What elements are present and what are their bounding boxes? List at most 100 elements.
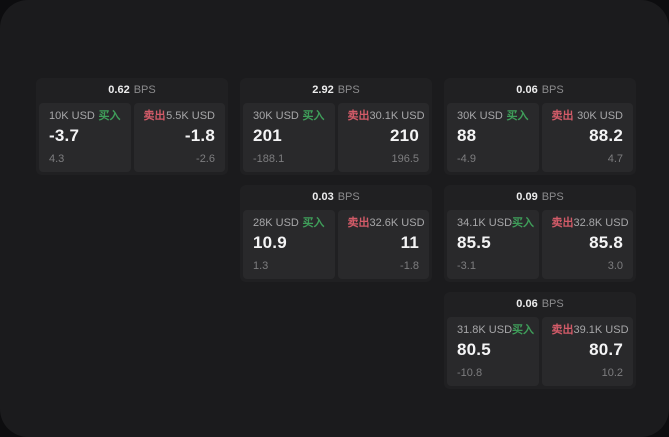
buy-sell-panels: 31.8K USD 买入 80.5 -10.8 卖出 39.1K USD 80.…	[447, 317, 633, 386]
sell-panel-top: 卖出 32.6K USD	[347, 217, 425, 229]
buy-delta: 4.3	[49, 153, 65, 165]
sell-panel-top: 卖出 30K USD	[552, 111, 624, 122]
sell-delta: 196.5	[391, 153, 419, 165]
buy-side-label: 买入	[512, 324, 535, 336]
buy-sell-panels: 28K USD 买入 10.9 1.3 卖出 32.6K USD 11 -1.8	[243, 210, 429, 279]
bps-unit-label: BPS	[541, 84, 564, 96]
quote-card-1: 0.62 BPS 10K USD 买入 -3.7 4.3 卖出 5.5K USD	[36, 78, 228, 175]
sell-panel[interactable]: 卖出 39.1K USD 80.7 10.2	[541, 317, 633, 386]
sell-panel-top: 卖出 5.5K USD	[144, 111, 216, 122]
buy-sell-panels: 34.1K USD 买入 85.5 -3.1 卖出 32.8K USD 85.8…	[447, 210, 633, 279]
sell-panel-top: 卖出 30.1K USD	[347, 110, 425, 122]
sell-price: 88.2	[589, 126, 623, 145]
quote-card-2: 2.92 BPS 30K USD 买入 201 -188.1 卖出 30.1K …	[240, 78, 432, 175]
buy-delta: -188.1	[253, 153, 285, 165]
sell-price: -1.8	[184, 126, 215, 145]
buy-price: 201	[253, 126, 282, 145]
bps-unit-label: BPS	[541, 298, 564, 310]
sell-panel[interactable]: 卖出 30.1K USD 210 196.5	[337, 103, 429, 172]
buy-side-label: 买入	[98, 110, 121, 122]
buy-delta: -10.8	[457, 367, 483, 379]
sell-notional: 32.8K USD	[573, 217, 629, 229]
buy-sell-panels: 30K USD 买入 201 -188.1 卖出 30.1K USD 210 1…	[243, 103, 429, 172]
card-header: 2.92 BPS	[243, 78, 429, 103]
sell-notional: 39.1K USD	[573, 324, 629, 336]
buy-price: 80.5	[457, 340, 491, 359]
sell-price: 210	[390, 126, 419, 145]
buy-sell-panels: 10K USD 买入 -3.7 4.3 卖出 5.5K USD -1.8 -2.…	[39, 103, 225, 172]
buy-side-label: 买入	[302, 110, 325, 122]
buy-delta: -3.1	[457, 260, 476, 272]
buy-panel-top: 30K USD 买入	[457, 111, 529, 122]
quote-card-3: 0.06 BPS 30K USD 买入 88 -4.9 卖出 30K USD	[444, 78, 636, 175]
quote-card-5: 0.09 BPS 34.1K USD 买入 85.5 -3.1 卖出 32.8K…	[444, 185, 636, 282]
bps-value: 2.92	[312, 84, 334, 96]
bps-value: 0.06	[516, 298, 538, 310]
buy-notional: 30K USD	[457, 110, 503, 122]
buy-delta: -4.9	[457, 153, 476, 165]
buy-panel[interactable]: 34.1K USD 买入 85.5 -3.1	[447, 210, 539, 279]
sell-side-label: 卖出	[347, 110, 370, 122]
buy-panel-top: 31.8K USD 买入	[457, 324, 534, 336]
buy-side-label: 买入	[506, 110, 529, 122]
sell-panel[interactable]: 卖出 30K USD 88.2 4.7	[541, 103, 633, 172]
card-header: 0.06 BPS	[447, 292, 633, 317]
buy-notional: 34.1K USD	[457, 217, 513, 229]
sell-panel-top: 卖出 32.8K USD	[551, 217, 629, 229]
sell-side-label: 卖出	[143, 110, 166, 122]
sell-delta: 10.2	[601, 367, 623, 379]
buy-side-label: 买入	[302, 217, 325, 229]
sell-panel[interactable]: 卖出 5.5K USD -1.8 -2.6	[133, 103, 225, 172]
buy-sell-panels: 30K USD 买入 88 -4.9 卖出 30K USD 88.2 4.7	[447, 103, 633, 172]
buy-panel-top: 10K USD 买入	[49, 111, 121, 122]
sell-price: 80.7	[589, 340, 623, 359]
sell-delta: -2.6	[196, 153, 215, 165]
buy-notional: 10K USD	[49, 110, 95, 122]
sell-panel[interactable]: 卖出 32.6K USD 11 -1.8	[337, 210, 429, 279]
sell-delta: 3.0	[607, 260, 623, 272]
sell-delta: -1.8	[400, 260, 419, 272]
sell-notional: 32.6K USD	[369, 217, 425, 229]
sell-price: 11	[400, 233, 419, 252]
bps-value: 0.06	[516, 84, 538, 96]
sell-side-label: 卖出	[551, 217, 574, 229]
sell-side-label: 卖出	[551, 110, 574, 122]
card-header: 0.06 BPS	[447, 78, 633, 103]
bps-unit-label: BPS	[337, 84, 360, 96]
sell-side-label: 卖出	[347, 217, 370, 229]
buy-panel-top: 34.1K USD 买入	[457, 217, 534, 229]
buy-notional: 30K USD	[253, 110, 299, 122]
buy-notional: 31.8K USD	[457, 324, 513, 336]
sell-price: 85.8	[589, 233, 623, 252]
buy-panel[interactable]: 28K USD 买入 10.9 1.3	[243, 210, 335, 279]
card-header: 0.09 BPS	[447, 185, 633, 210]
bps-unit-label: BPS	[337, 191, 360, 203]
buy-panel[interactable]: 30K USD 买入 88 -4.9	[447, 103, 539, 172]
buy-panel[interactable]: 31.8K USD 买入 80.5 -10.8	[447, 317, 539, 386]
sell-panel[interactable]: 卖出 32.8K USD 85.8 3.0	[541, 210, 633, 279]
buy-panel[interactable]: 30K USD 买入 201 -188.1	[243, 103, 335, 172]
bps-unit-label: BPS	[133, 84, 156, 96]
sell-delta: 4.7	[607, 153, 623, 165]
quote-cards-grid: 0.62 BPS 10K USD 买入 -3.7 4.3 卖出 5.5K USD	[36, 78, 636, 389]
sell-side-label: 卖出	[551, 324, 574, 336]
buy-side-label: 买入	[512, 217, 535, 229]
quote-card-4: 0.03 BPS 28K USD 买入 10.9 1.3 卖出 32.6K US…	[240, 185, 432, 282]
sell-panel-top: 卖出 39.1K USD	[551, 324, 629, 336]
card-header: 0.62 BPS	[39, 78, 225, 103]
buy-notional: 28K USD	[253, 217, 299, 229]
buy-price: 88	[457, 126, 477, 145]
sell-notional: 30.1K USD	[369, 110, 425, 122]
buy-price: -3.7	[49, 126, 80, 145]
sell-notional: 5.5K USD	[166, 110, 215, 122]
sell-notional: 30K USD	[577, 110, 623, 122]
quote-card-6: 0.06 BPS 31.8K USD 买入 80.5 -10.8 卖出 39.1…	[444, 292, 636, 389]
card-header: 0.03 BPS	[243, 185, 429, 210]
bps-value: 0.09	[516, 191, 538, 203]
buy-price: 85.5	[457, 233, 491, 252]
buy-panel-top: 28K USD 买入	[253, 218, 325, 229]
bps-value: 0.62	[108, 84, 130, 96]
buy-price: 10.9	[253, 233, 287, 252]
buy-panel[interactable]: 10K USD 买入 -3.7 4.3	[39, 103, 131, 172]
